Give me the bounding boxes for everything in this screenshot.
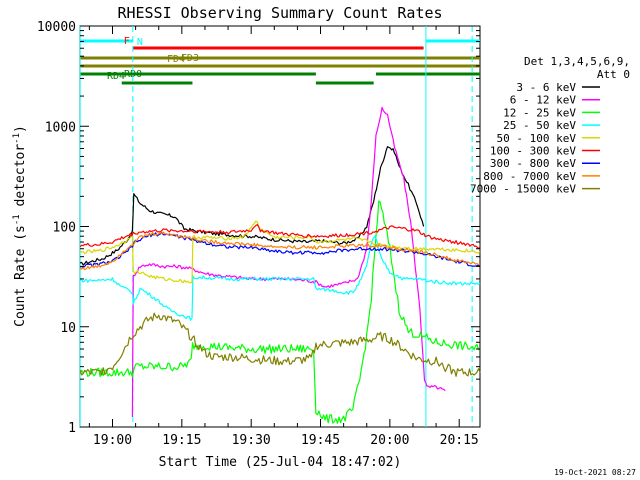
- series-line-3: [79, 235, 481, 321]
- y-tick-label-2: 100: [53, 221, 76, 236]
- chart-title: RHESSI Observing Summary Count Rates: [117, 4, 442, 22]
- legend-label-1: 6 - 12 keV: [510, 94, 577, 107]
- legend-label-2: 12 - 25 keV: [503, 106, 576, 119]
- flag-label-fd4: FD4: [167, 54, 185, 65]
- x-tick-label-5: 20:15: [440, 433, 479, 448]
- series-line-8: [79, 312, 481, 377]
- x-tick-label-1: 19:15: [162, 433, 201, 448]
- series-line-5: [79, 224, 481, 249]
- x-tick-label-3: 19:45: [301, 433, 340, 448]
- legend-label-8: 7000 - 15000 keV: [470, 183, 576, 196]
- y-axis-label-end: ): [13, 125, 28, 133]
- x-axis-label: Start Time (25-Jul-04 18:47:02): [159, 455, 402, 470]
- series-line-4: [79, 220, 481, 284]
- x-tick-label-4: 20:00: [370, 433, 409, 448]
- series-line-1: [131, 106, 446, 417]
- y-tick-label-1: 10: [60, 321, 76, 336]
- legend-label-5: 100 - 300 keV: [490, 145, 576, 158]
- series-line-6: [79, 232, 481, 269]
- attenuator-markers: [79, 26, 473, 427]
- y-axis-label-mid: detector: [13, 144, 28, 215]
- y-axis-label: Count Rate (s-1 detector-1): [12, 125, 28, 327]
- axes: 19:00 19:15 19:30 19:45 20:00 20:15 1 10 100 1000…: [37, 20, 480, 448]
- legend-label-3: 25 - 50 keV: [503, 119, 576, 132]
- y-tick-label-4: 10000: [37, 20, 76, 35]
- legend-label-7: 800 - 7000 keV: [483, 170, 576, 183]
- series-layer: [79, 106, 481, 424]
- y-axis-label-main: Count Rate (s: [13, 225, 28, 327]
- legend-label-6: 300 - 800 keV: [490, 157, 576, 170]
- flag-label-n: N: [137, 37, 143, 48]
- legend-header-1: Det 1,3,4,5,6,9,: [524, 55, 630, 68]
- legend-label-4: 50 - 100 keV: [497, 132, 577, 145]
- series-line-2: [79, 200, 481, 424]
- plot-frame: [79, 25, 481, 428]
- flag-label-fd3: FD3: [181, 53, 199, 64]
- y-axis-label-sup2: -1: [12, 133, 22, 144]
- x-tick-label-2: 19:30: [232, 433, 271, 448]
- y-axis-label-sup1: -1: [12, 214, 22, 225]
- flag-label-rd0: RD0: [124, 69, 142, 80]
- series-line-7: [79, 231, 481, 271]
- legend-header-2: Att 0: [597, 68, 630, 81]
- series-line-0: [79, 146, 425, 266]
- flag-label-f: F: [124, 36, 130, 47]
- footer-date: 19-Oct-2021 08:27: [554, 468, 636, 477]
- y-tick-label-0: 1: [68, 421, 76, 436]
- x-tick-label-0: 19:00: [93, 433, 132, 448]
- flag-label-rd4: RD4: [107, 71, 125, 82]
- y-tick-label-3: 1000: [45, 120, 76, 135]
- legend-label-0: 3 - 6 keV: [516, 81, 576, 94]
